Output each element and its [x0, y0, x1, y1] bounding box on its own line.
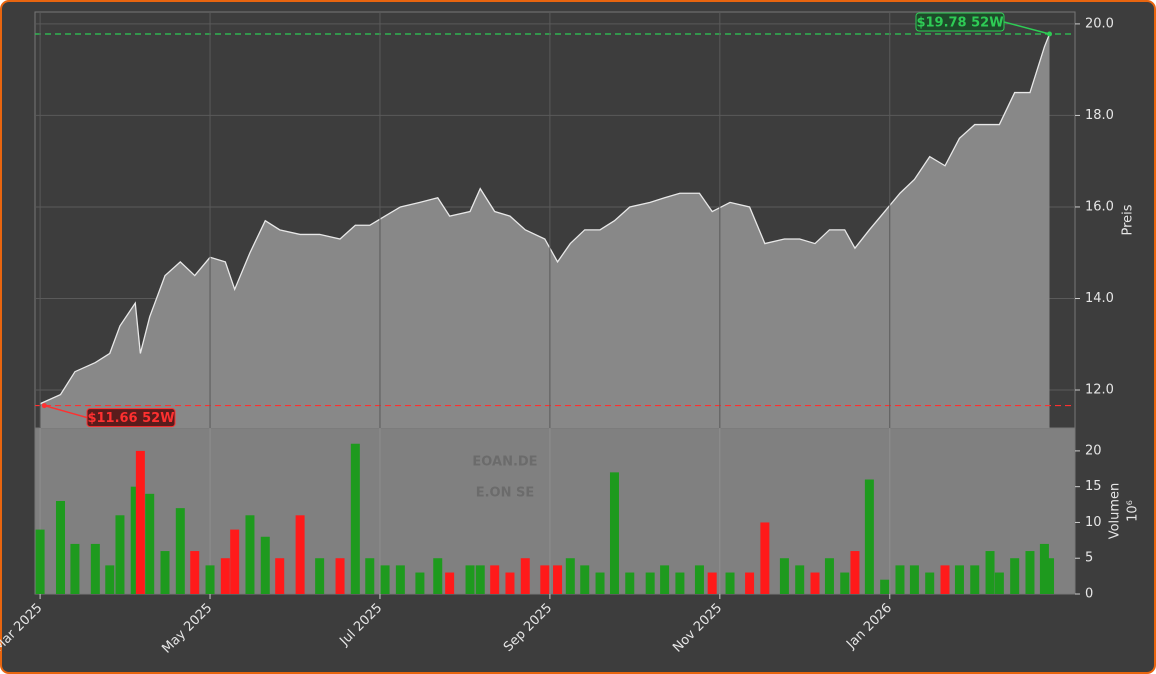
volume-bar	[675, 572, 685, 594]
volume-bar	[465, 565, 475, 594]
volume-bar	[580, 565, 590, 594]
watermark-subtitle: E.ON SE	[476, 486, 535, 501]
y-tick-label: 20.0	[1085, 16, 1114, 31]
volume-bar	[540, 565, 550, 594]
volume-bar	[625, 572, 635, 594]
annotation-arrow	[1003, 21, 1050, 35]
volume-bar	[295, 515, 305, 594]
volume-bar	[779, 558, 789, 594]
volume-bar	[395, 565, 405, 594]
volume-bar	[130, 486, 140, 594]
volume-bar	[609, 472, 619, 594]
y-axis-unit: 10⁶	[1126, 500, 1141, 522]
volume-bar	[70, 543, 80, 594]
annotation-box	[915, 12, 1005, 32]
annotation-arrow	[44, 404, 88, 419]
volume-bar	[135, 450, 145, 594]
volume-bar	[245, 515, 255, 594]
volume-bar	[645, 572, 655, 594]
volume-bar	[970, 565, 980, 594]
annotation-arrowhead	[1047, 31, 1053, 37]
volume-bar	[490, 565, 500, 594]
volume-bar	[260, 536, 270, 594]
volume-bar	[505, 572, 515, 594]
volume-bar	[660, 565, 670, 594]
annotation-label: $19.78 52W	[916, 15, 1003, 30]
y-tick-label: 18.0	[1085, 108, 1114, 123]
y-tick-label: 0	[1085, 587, 1093, 602]
volume-bar	[745, 572, 755, 594]
volume-bar	[725, 572, 735, 594]
volume-bar	[985, 551, 995, 594]
volume-bar	[954, 565, 964, 594]
y-tick-label: 12.0	[1085, 383, 1114, 398]
volume-bar	[595, 572, 605, 594]
y-tick-label: 15	[1085, 479, 1102, 494]
volume-bar	[90, 543, 100, 594]
volume-bar	[55, 500, 65, 594]
volume-bar	[445, 572, 455, 594]
y-axis-label: Preis	[1121, 204, 1136, 235]
volume-bar	[520, 558, 530, 594]
volume-bar	[1039, 543, 1049, 594]
volume-bar	[335, 558, 345, 594]
volume-bar	[230, 529, 240, 594]
annotation-label: $11.66 52W	[87, 411, 174, 426]
volume-bar	[840, 572, 850, 594]
volume-bar	[694, 565, 704, 594]
volume-bar	[1025, 551, 1035, 594]
volume-bar	[795, 565, 805, 594]
annotation-box	[86, 408, 176, 428]
volume-bar	[895, 565, 905, 594]
volume-bar	[275, 558, 285, 594]
volume-bar	[105, 565, 115, 594]
volume-bar	[190, 551, 200, 594]
volume-bar	[553, 565, 563, 594]
price-area	[40, 33, 1050, 429]
volume-bar	[205, 565, 215, 594]
volume-bar	[909, 565, 919, 594]
volume-bar	[145, 493, 155, 594]
volume-bar	[220, 558, 230, 594]
y-tick-label: 10	[1085, 515, 1102, 530]
volume-bar	[365, 558, 375, 594]
price-line	[39, 33, 1051, 405]
volume-bar	[350, 443, 360, 594]
volume-bar	[115, 515, 125, 594]
volume-bar	[433, 558, 443, 594]
volume-bar	[707, 572, 717, 594]
volume-bar	[415, 572, 425, 594]
volume-bar	[994, 572, 1004, 594]
volume-bar	[925, 572, 935, 594]
volume-bar	[315, 558, 325, 594]
volume-bar	[1010, 558, 1020, 594]
volume-bar	[1045, 558, 1055, 594]
volume-bar	[824, 558, 834, 594]
y-tick-label: 14.0	[1085, 291, 1114, 306]
volume-bar	[175, 508, 185, 594]
volume-bar	[810, 572, 820, 594]
y-tick-label: 20	[1085, 443, 1102, 458]
volume-bar	[850, 551, 860, 594]
watermark: EOAN.DE	[472, 455, 537, 470]
volume-bar	[864, 479, 874, 594]
volume-bar	[565, 558, 575, 594]
volume-bar	[380, 565, 390, 594]
y-axis-label: Volumen	[1108, 483, 1123, 540]
volume-bar	[35, 529, 45, 594]
y-tick-label: 16.0	[1085, 199, 1114, 214]
volume-bar	[940, 565, 950, 594]
volume-bar	[760, 522, 770, 594]
volume-bar	[160, 551, 170, 594]
y-tick-label: 5	[1085, 551, 1093, 566]
volume-bar	[880, 579, 890, 594]
annotation-arrowhead	[41, 403, 47, 409]
volume-bar	[475, 565, 485, 594]
